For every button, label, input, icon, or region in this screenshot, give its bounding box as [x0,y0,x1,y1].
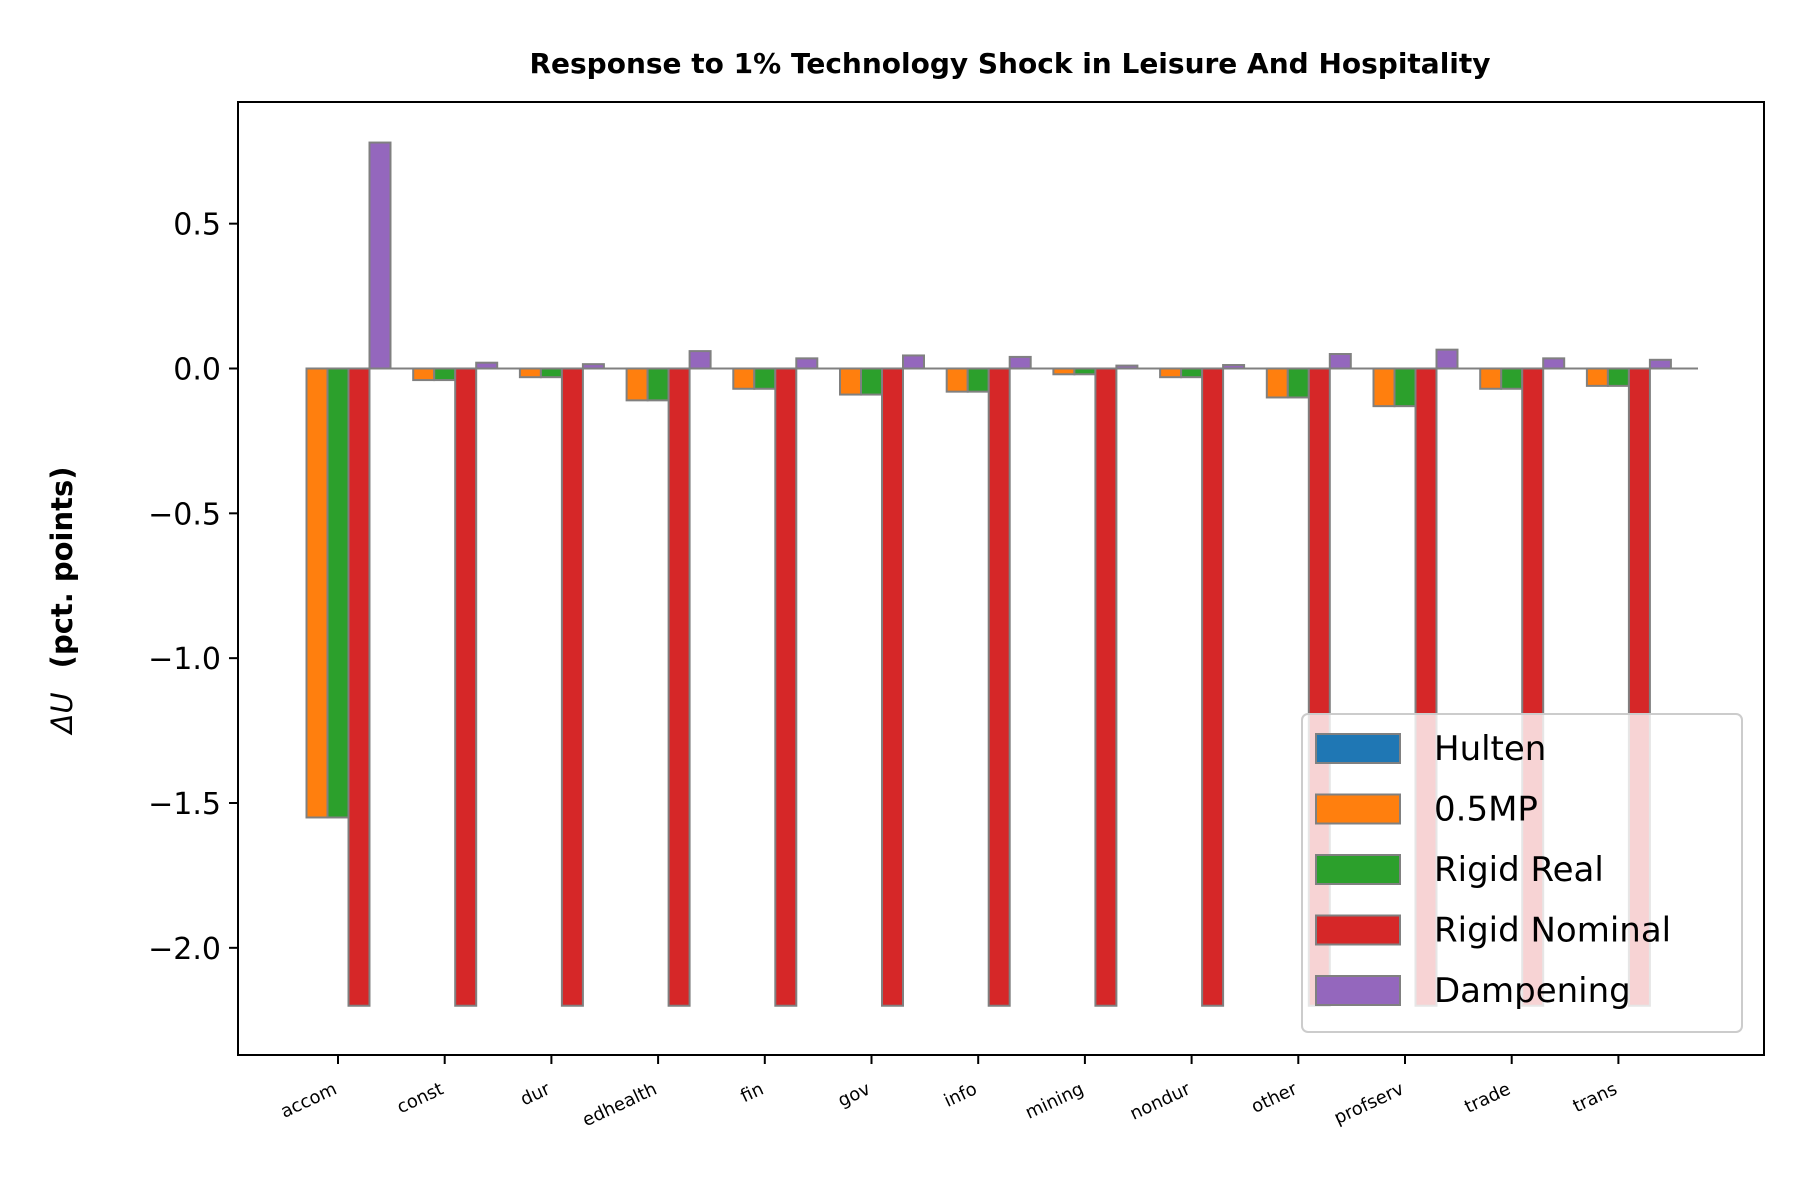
bar-0-5mp-trans [1585,367,1609,387]
x-tick-label-gov: gov [835,1078,874,1111]
legend-label-rigid-real: Rigid Real [1434,850,1604,890]
bar-0-5mp-other [1265,367,1289,399]
bar-0-5mp-dur [518,367,542,379]
y-tick-label: −2.0 [148,932,221,967]
legend-swatch-dampening [1315,975,1401,1006]
bar-rigid-nominal-edhealth [667,367,691,1007]
bar-rigid-real-other [1286,367,1310,399]
bar-0-5mp-trade [1479,367,1503,390]
y-axis-label-text: (pct. points) [45,466,79,668]
bar-0-5mp-accom [305,367,329,819]
bar-dampening-trade [1542,357,1566,370]
x-tick-label-accom: accom [277,1078,340,1122]
y-tick-label: −1.5 [148,787,221,822]
bar-0-5mp-nondur [1159,367,1183,379]
bar-0-5mp-gov [839,367,862,396]
x-tick-label-info: info [941,1078,980,1111]
bar-0-5mp-info [945,367,969,393]
bar-rigid-real-trans [1606,367,1630,387]
bar-0-5mp-profserv [1372,367,1396,408]
bar-0-5mp-mining [1052,367,1076,376]
y-tick-label: 0.0 [173,352,221,387]
y-tick-label: −0.5 [148,497,221,532]
svg-text:ΔU (pct. points): ΔU (pct. points) [45,466,79,735]
bar-rigid-nominal-const [454,367,478,1007]
bar-dampening-other [1328,353,1352,370]
bar-rigid-real-profserv [1393,367,1417,408]
x-tick-label-profserv: profserv [1331,1078,1408,1129]
bar-dampening-nondur [1222,364,1246,370]
legend-swatch-hulten [1315,733,1401,764]
bar-rigid-real-info [966,367,990,393]
bar-dampening-mining [1115,364,1139,370]
legend-swatch-rigid-real [1315,854,1401,885]
bar-rigid-nominal-nondur [1201,367,1225,1007]
bar-0-5mp-edhealth [625,367,649,402]
x-tick-label-edhealth: edhealth [579,1078,660,1131]
bar-0-5mp-const [412,367,436,382]
y-axis-label-symbol: ΔU [45,692,79,735]
bar-dampening-trans [1648,358,1672,370]
y-tick-label: 0.5 [173,208,221,243]
bar-dampening-info [1008,355,1032,370]
bar-dampening-dur [581,363,605,370]
x-tick-label-dur: dur [517,1078,554,1110]
legend-label-rigid-nominal: Rigid Nominal [1434,911,1671,951]
legend-label-dampening: Dampening [1434,971,1631,1011]
bar-rigid-nominal-accom [347,367,371,1007]
x-tick-label-other: other [1248,1078,1301,1118]
bar-rigid-real-mining [1073,367,1097,376]
legend: Hulten 0.5MP Rigid Real Rigid Nominal Dampen… [1301,713,1743,1033]
bar-rigid-real-dur [539,367,563,379]
legend-swatch-rigid-nominal [1315,914,1401,946]
y-tick-label: −1.0 [148,642,221,677]
x-tick-label-const: const [394,1078,447,1118]
x-tick-label-nondur: nondur [1127,1078,1194,1124]
bar-dampening-accom [368,141,392,370]
legend-label-0-5mp: 0.5MP [1434,790,1538,830]
bar-dampening-fin [795,357,819,370]
bar-rigid-real-fin [753,367,777,390]
bar-rigid-real-gov [860,367,883,396]
legend-label-hulten: Hulten [1434,729,1546,769]
bar-rigid-real-accom [326,367,350,819]
bar-rigid-nominal-gov [881,367,904,1007]
x-tick-label-trade: trade [1461,1078,1513,1117]
bar-dampening-gov [902,354,925,370]
x-tick-label-trans: trans [1570,1078,1621,1117]
x-tick-label-fin: fin [737,1078,766,1107]
bar-0-5mp-fin [732,367,756,390]
bar-rigid-real-nondur [1180,367,1204,379]
bar-dampening-const [475,361,499,370]
bar-dampening-edhealth [688,350,712,370]
bar-rigid-nominal-mining [1094,367,1118,1007]
bar-rigid-real-edhealth [646,367,670,402]
chart-title: Response to 1% Technology Shock in Leisu… [529,47,1490,80]
bar-rigid-nominal-fin [774,367,798,1007]
x-tick-label-mining: mining [1022,1078,1087,1123]
legend-swatch-0-5mp [1315,793,1401,825]
bar-rigid-real-const [433,367,457,382]
bar-rigid-nominal-info [987,367,1011,1007]
bar-dampening-profserv [1435,348,1459,370]
bar-rigid-real-trade [1500,367,1524,390]
bar-rigid-nominal-dur [560,367,584,1007]
legend-box [1301,713,1743,1033]
plot-frame [237,101,1765,1056]
y-axis-label: ΔU (pct. points) [45,466,79,735]
